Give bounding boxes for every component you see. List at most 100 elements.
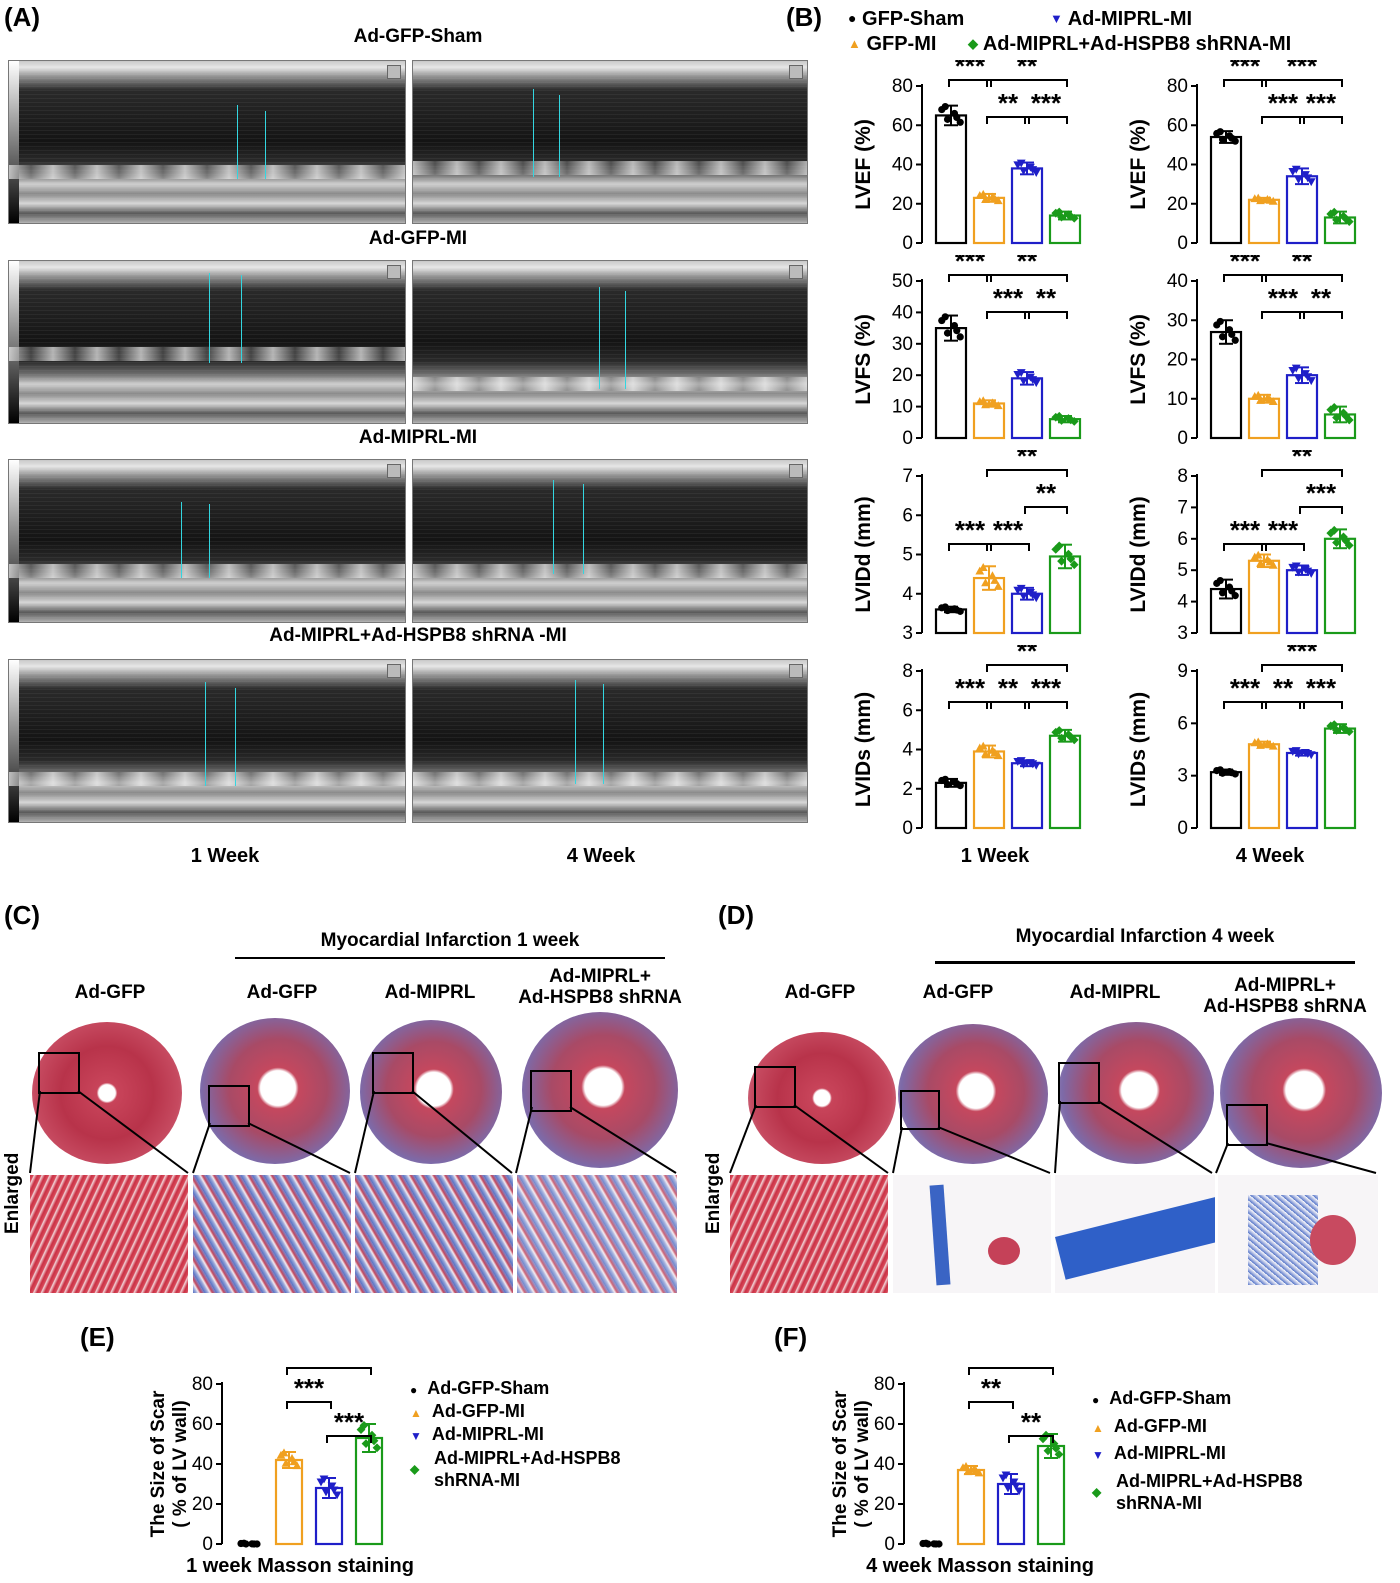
data-point <box>978 563 988 571</box>
data-point <box>941 775 949 783</box>
y-tick-label: 7 <box>902 466 913 487</box>
significance-label: ** <box>1292 450 1313 471</box>
significance-label: *** <box>294 1373 325 1403</box>
significance-bracket <box>1223 274 1267 282</box>
y-tick-label: 10 <box>1167 389 1188 410</box>
data-point <box>993 581 1003 590</box>
bar <box>972 196 1006 245</box>
data-point <box>990 748 1000 757</box>
data-point <box>1019 592 1028 601</box>
significance-bracket <box>1024 701 1068 709</box>
data-point <box>1332 538 1341 547</box>
y-axis-label: ( % of LV wall) <box>852 1400 873 1527</box>
echo-image-shrna-mi-1w <box>8 659 406 823</box>
significance-label: *** <box>1268 283 1299 313</box>
heart-section-c-gfp <box>200 1018 350 1164</box>
zoom-box-d-shrna <box>1226 1104 1268 1146</box>
significance-bracket <box>1261 116 1305 124</box>
data-point <box>1216 317 1224 326</box>
data-point <box>1028 760 1038 769</box>
heart-section-d-shrna <box>1220 1018 1382 1168</box>
zoom-box-d-sham <box>754 1066 796 1108</box>
legend-b-item-sham: ● GFP-Sham <box>848 8 964 31</box>
bar <box>274 1458 304 1546</box>
data-point <box>981 195 990 203</box>
y-tick-label: 0 <box>902 818 913 839</box>
bar <box>1247 559 1281 635</box>
significance-bracket <box>326 1435 372 1443</box>
data-point <box>1216 576 1224 585</box>
legend-e-label: Ad-GFP-MI <box>431 1401 525 1421</box>
significance-label: *** <box>1306 673 1337 703</box>
data-point <box>279 1448 289 1457</box>
y-axis-label: The Size of Scar <box>148 1390 169 1537</box>
y-axis-label: LVEF (%) <box>1127 119 1150 210</box>
echo-image-sham-4w <box>412 60 808 224</box>
histo-c-group-gfp: Ad-GFP <box>246 982 318 1003</box>
bar <box>1209 135 1243 245</box>
histo-d-group-sham: Ad-GFP <box>784 982 856 1003</box>
significance-label: * <box>324 1360 335 1369</box>
data-point <box>1291 165 1301 174</box>
data-point <box>1028 166 1038 175</box>
bar <box>1247 198 1281 245</box>
triangle-up-marker-icon: ▲ <box>410 1406 422 1420</box>
triangle-up-marker-icon: ▲ <box>848 36 861 51</box>
data-point <box>319 1475 329 1484</box>
significance-label: *** <box>993 515 1024 545</box>
significance-label: *** <box>1306 478 1337 508</box>
significance-bracket <box>986 543 1030 551</box>
legend-f-label: Ad-GFP-MI <box>1113 1416 1207 1436</box>
data-point <box>1003 1484 1013 1493</box>
zoom-box-c-gfp <box>208 1085 250 1127</box>
significance-label: *** <box>955 60 986 81</box>
significance-bracket <box>1008 1435 1054 1443</box>
y-tick-label: 5 <box>902 545 913 566</box>
significance-label: *** <box>1230 673 1261 703</box>
data-point <box>1216 766 1224 774</box>
circle-marker-icon: ● <box>1092 1393 1100 1407</box>
histo-c-group-sham: Ad-GFP <box>74 982 146 1003</box>
bar <box>1209 771 1243 830</box>
data-point <box>1014 1487 1024 1496</box>
zoom-box-d-gfp <box>900 1090 940 1130</box>
bar <box>1247 743 1281 830</box>
bar <box>354 1436 384 1546</box>
echo-title-shrna-mi: Ad-MIPRL+Ad-HSPB8 shRNA -MI <box>269 625 567 646</box>
enlarged-image-d-shrna <box>1218 1175 1378 1293</box>
bar <box>1285 569 1319 635</box>
legend-e-label: Ad-MIPRL+Ad-HSPB8 <box>434 1448 621 1468</box>
data-point <box>943 329 952 337</box>
data-point <box>1028 376 1038 384</box>
histo-c-header: Myocardial Infarction 1 week <box>320 930 580 951</box>
significance-label: ** <box>1017 450 1038 471</box>
data-point <box>1228 769 1236 777</box>
legend-f-label-2: shRNA-MI <box>1116 1493 1202 1513</box>
diamond-marker-icon: ◆ <box>1092 1485 1102 1499</box>
legend-f-label: Ad-GFP-Sham <box>1109 1388 1232 1408</box>
triangle-down-marker-icon: ▼ <box>1050 11 1063 26</box>
data-point <box>1265 557 1275 566</box>
zoom-box-c-miprl <box>372 1052 414 1094</box>
y-tick-label: 0 <box>1177 233 1188 254</box>
significance-label: *** <box>1306 88 1337 118</box>
data-point <box>1016 757 1026 765</box>
data-point <box>932 1540 940 1548</box>
chart-scar-1w: 0 20 40 60 80 The Size of Scar( % of LV wall)… <box>148 1360 384 1555</box>
heart-section-d-miprl <box>1058 1022 1214 1164</box>
significance-bracket <box>948 274 992 282</box>
legend-e-label: Ad-MIPRL-MI <box>431 1424 544 1444</box>
y-tick-label: 9 <box>1177 661 1188 682</box>
data-point <box>1253 737 1263 746</box>
significance-label: *** <box>1031 673 1062 703</box>
data-point <box>329 1486 339 1495</box>
legend-f-item-shrna: Ad-MIPRL+Ad-HSPB8 ◆ shRNA-MI <box>1092 1470 1303 1514</box>
y-tick-label: 0 <box>884 1534 895 1555</box>
significance-label: *** <box>955 515 986 545</box>
data-point <box>1001 1471 1011 1480</box>
y-tick-label: 40 <box>1167 155 1188 176</box>
